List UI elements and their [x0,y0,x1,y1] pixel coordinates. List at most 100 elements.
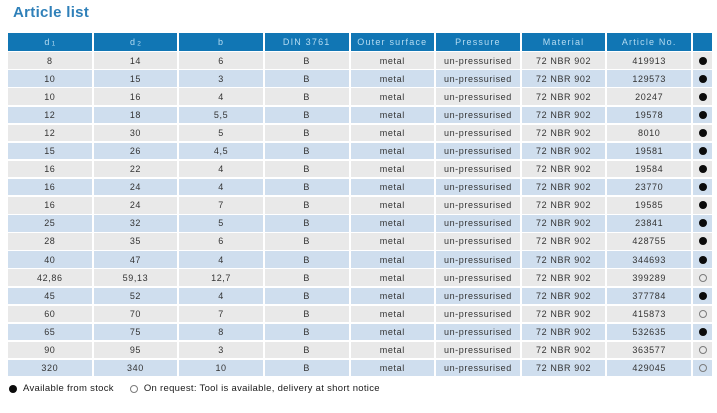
cell-din: B [264,305,349,323]
cell-outer_surface: metal [350,341,435,359]
cell-b: 4 [179,88,263,105]
cell-outer_surface: metal [350,269,435,286]
cell-d1: 40 [8,251,92,268]
cell-d2: 340 [93,359,178,377]
cell-b: 3 [179,70,263,87]
cell-din: B [264,197,349,214]
cell-d1: 60 [8,305,92,323]
cell-outer_surface: metal [350,52,435,69]
stock-status-icon [698,273,707,282]
column-header-label: Pressure [455,36,501,47]
cell-d2: 95 [93,341,178,359]
cell-din: B [264,269,349,286]
cell-pressure: un-pressurised [436,323,520,341]
column-header-outer_surface: Outer surface [350,33,435,51]
column-header-label: d [130,36,137,47]
cell-availability [693,160,712,178]
cell-d2: 30 [93,124,178,142]
cell-outer_surface: metal [350,323,435,341]
cell-d1: 65 [8,323,92,341]
column-header-label: Material [542,36,585,47]
cell-b: 4 [179,160,263,178]
cell-outer_surface: metal [350,70,435,87]
cell-article_no: 377784 [607,287,691,305]
cell-d2: 75 [93,323,178,341]
cell-b: 6 [179,233,263,250]
cell-pressure: un-pressurised [436,215,520,232]
cell-material: 72 NBR 902 [521,359,606,377]
stock-status-icon [698,74,707,83]
column-header-label: DIN 3761 [282,36,331,47]
page-title: Article list [13,4,90,21]
cell-d2: 32 [93,215,178,232]
cell-d2: 24 [93,197,178,214]
column-header-label: b [217,36,225,47]
column-header-article_no: Article No. [607,33,691,51]
legend-on-request-label: On request: Tool is available, delivery … [143,383,380,394]
column-header-din: DIN 3761 [264,33,349,51]
cell-availability [693,305,712,323]
cell-pressure: un-pressurised [436,70,520,87]
cell-b: 4,5 [179,142,263,160]
cell-availability [693,287,712,305]
cell-availability [693,124,712,142]
cell-outer_surface: metal [350,178,435,196]
cell-pressure: un-pressurised [436,178,520,196]
cell-b: 8 [179,323,263,341]
cell-d1: 12 [8,106,92,124]
cell-d1: 16 [8,160,92,178]
cell-din: B [264,233,349,250]
cell-din: B [264,52,349,69]
cell-b: 6 [179,52,263,69]
cell-b: 7 [179,197,263,214]
stock-status-icon [698,165,707,174]
cell-article_no: 23770 [607,178,691,196]
cell-din: B [264,160,349,178]
cell-article_no: 19578 [607,106,691,124]
cell-d1: 42,86 [8,269,92,286]
cell-d1: 25 [8,215,92,232]
column-header-label: d [44,36,51,47]
stock-status-icon [698,309,707,318]
cell-pressure: un-pressurised [436,233,520,250]
cell-d2: 52 [93,287,178,305]
cell-d1: 90 [8,341,92,359]
cell-d2: 59,13 [93,269,178,286]
stock-status-icon [698,346,707,355]
cell-article_no: 19585 [607,197,691,214]
cell-pressure: un-pressurised [436,305,520,323]
cell-d1: 15 [8,142,92,160]
cell-outer_surface: metal [350,88,435,105]
cell-din: B [264,215,349,232]
column-header-material: Material [521,33,606,51]
cell-outer_surface: metal [350,124,435,142]
cell-din: B [264,251,349,268]
cell-d1: 10 [8,70,92,87]
cell-din: B [264,323,349,341]
cell-article_no: 23841 [607,215,691,232]
cell-pressure: un-pressurised [436,269,520,286]
cell-material: 72 NBR 902 [521,70,606,87]
cell-availability [693,52,712,69]
cell-material: 72 NBR 902 [521,52,606,69]
cell-material: 72 NBR 902 [521,124,606,142]
stock-status-icon [698,255,707,264]
cell-d1: 16 [8,197,92,214]
cell-availability [693,178,712,196]
cell-outer_surface: metal [350,160,435,178]
cell-pressure: un-pressurised [436,142,520,160]
cell-article_no: 399289 [607,269,691,286]
cell-d1: 320 [8,359,92,377]
availability-legend: Available from stock On request: Tool is… [9,383,380,394]
stock-status-icon [698,291,707,300]
